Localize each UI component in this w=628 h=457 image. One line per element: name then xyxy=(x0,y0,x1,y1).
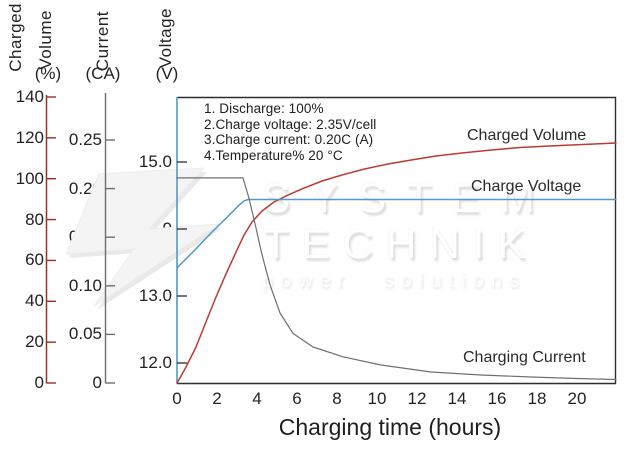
volume-tick-label-7: 0 xyxy=(34,373,44,392)
volume-tick-label-6: 20 xyxy=(25,332,44,352)
voltage-tick-label-2: 13.0 xyxy=(138,286,172,305)
x-tick-label-9: 18 xyxy=(527,389,547,408)
plot-border xyxy=(177,96,617,385)
watermark-text-technik: TECHNIK xyxy=(263,220,539,267)
volume-axis-unit: (%) xyxy=(34,64,62,83)
conditions-annotation: 1. Discharge: 100% 2.Charge voltage: 2.3… xyxy=(204,101,376,163)
generated-curves xyxy=(176,142,617,384)
current-tick-label-0: 0.25 xyxy=(68,130,102,149)
x-tick-label-4: 8 xyxy=(332,389,342,408)
volume-tick-label-0: 140 xyxy=(15,86,44,106)
volume-tick-label-3: 80 xyxy=(25,209,44,229)
generated-axes-and-ticks xyxy=(45,93,187,384)
volume-tick-label-4: 60 xyxy=(25,250,44,270)
x-tick-label-1: 2 xyxy=(212,389,222,408)
note-charge-voltage: 2.Charge voltage: 2.35V/cell xyxy=(204,116,377,132)
x-tick-label-10: 20 xyxy=(567,389,587,408)
charging-current-curve-label: Charging Current xyxy=(463,349,586,366)
current-tick-label-4: 0.05 xyxy=(68,324,102,344)
x-tick-label-5: 10 xyxy=(367,389,387,408)
x-tick-label-6: 12 xyxy=(407,389,427,408)
voltage-axis-unit: (V) xyxy=(155,64,179,83)
charge-voltage-curve xyxy=(176,198,617,269)
x-tick-label-2: 4 xyxy=(252,389,262,408)
charged-volume-curve-label: Charged Volume xyxy=(467,127,587,144)
note-temperature: 4.Temperature% 20 °C xyxy=(204,147,343,163)
x-tick-label-3: 6 xyxy=(292,389,302,408)
charged-volume-curve xyxy=(176,142,617,384)
note-discharge: 1. Discharge: 100% xyxy=(204,101,324,116)
volume-tick-label-5: 40 xyxy=(25,291,44,311)
x-tick-label-0: 0 xyxy=(172,389,182,408)
charging-current-curve xyxy=(176,177,617,381)
note-charge-current: 3.Charge current: 0.20C (A) xyxy=(204,132,374,147)
current-axis-unit: (CA) xyxy=(85,64,121,83)
volume-tick-label-2: 100 xyxy=(15,168,44,188)
voltage-tick-label-0: 15.0 xyxy=(138,152,172,171)
current-tick-label-5: 0 xyxy=(92,373,102,392)
volume-tick-label-1: 120 xyxy=(15,127,44,147)
x-tick-label-8: 16 xyxy=(487,389,507,408)
watermark-text-system: SYSTEM xyxy=(262,174,555,221)
current-tick-label-3: 0.10 xyxy=(68,275,102,295)
charge-voltage-curve-label: Charge Voltage xyxy=(471,178,582,195)
watermark-text-power-solutions: power solutions xyxy=(262,270,526,292)
voltage-tick-label-3: 12.0 xyxy=(138,353,172,372)
x-tick-label-7: 14 xyxy=(447,389,467,408)
x-axis-title: Charging time (hours) xyxy=(278,414,502,440)
